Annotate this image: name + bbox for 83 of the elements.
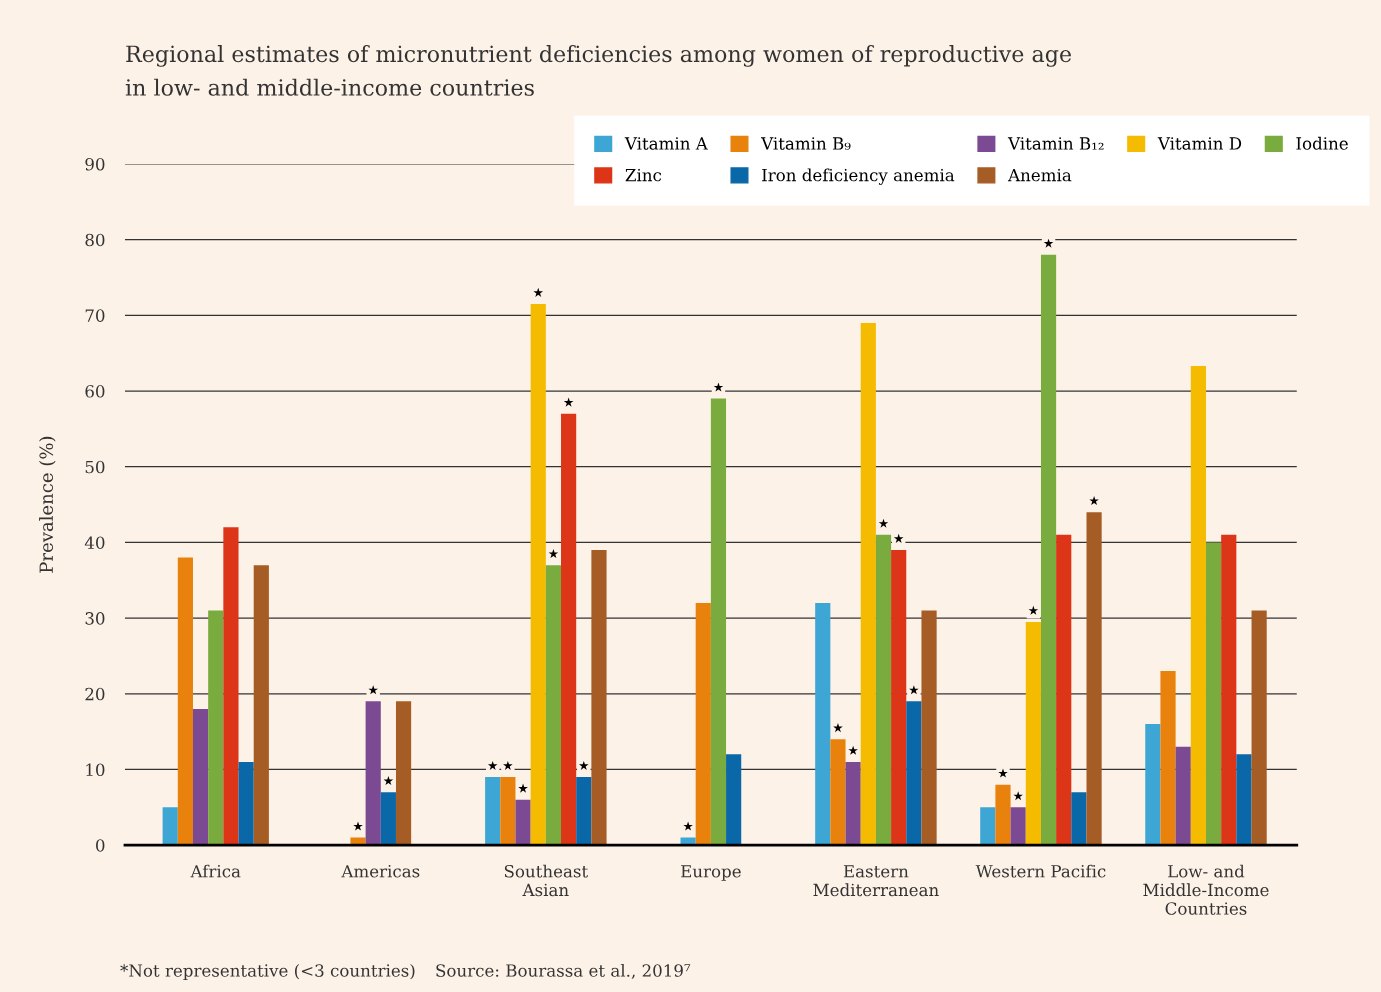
y-tick-label: 10 — [86, 763, 105, 777]
bar — [500, 777, 516, 846]
bar — [1086, 512, 1102, 846]
y-tick-label: 60 — [85, 385, 105, 398]
x-tick-label: Southeast Asian — [504, 864, 589, 897]
bar — [591, 549, 607, 846]
data-label: ★ — [909, 685, 919, 695]
y-tick-label: 20 — [85, 687, 105, 701]
bar — [815, 602, 831, 846]
bar — [845, 761, 861, 846]
y-tick-label: 80 — [85, 233, 105, 247]
data-label: ★ — [893, 533, 904, 543]
bar — [485, 777, 501, 846]
bar — [1056, 534, 1072, 846]
bar — [1205, 542, 1222, 846]
data-label: ★ — [503, 760, 513, 770]
bar — [710, 398, 727, 846]
data-label: ★ — [1028, 605, 1039, 615]
data-label: ★ — [563, 397, 574, 407]
data-label: ★ — [368, 685, 378, 695]
y-tick-label: 90 — [85, 157, 105, 171]
bar — [576, 777, 592, 846]
bar — [1160, 671, 1176, 846]
x-tick-label: Americas — [341, 865, 420, 878]
data-label: ★ — [683, 821, 693, 831]
bar — [1221, 534, 1237, 846]
bar — [906, 701, 922, 846]
bar — [875, 534, 892, 846]
legend-label: Anemia — [1007, 168, 1072, 182]
legend-label: Iodine — [1296, 136, 1348, 150]
x-tick-label: Western Pacific — [975, 864, 1106, 878]
data-label: ★ — [533, 287, 544, 297]
x-tick-label: Low- and Middle-Income Countries — [1143, 864, 1269, 915]
legend-label: Vitamin A — [624, 137, 708, 150]
legend-label: Vitamin D — [1157, 137, 1242, 150]
x-tick-label: Eastern Mediterranean — [813, 865, 939, 897]
bar — [1145, 724, 1161, 846]
data-label: ★ — [383, 776, 394, 786]
legend-label: Zinc — [625, 168, 662, 182]
x-tick-label: Europe — [681, 865, 741, 881]
legend-label: Vitamin B₁₂ — [1007, 137, 1104, 150]
y-tick-label: 40 — [84, 536, 105, 549]
bar — [1010, 807, 1026, 846]
bar — [1190, 366, 1206, 846]
bar — [545, 565, 562, 846]
bar — [515, 799, 531, 846]
y-tick-label: 0 — [96, 839, 105, 852]
bar — [1175, 746, 1191, 846]
data-label: ★ — [1089, 495, 1099, 506]
bar — [1236, 754, 1252, 846]
bar — [921, 610, 937, 846]
bar — [860, 322, 876, 846]
bar — [1251, 610, 1267, 846]
data-label: ★ — [579, 760, 589, 770]
bar — [1040, 254, 1057, 846]
data-label: ★ — [487, 760, 498, 770]
y-tick-label: 70 — [85, 309, 105, 322]
bar — [1071, 792, 1087, 846]
data-label: ★ — [353, 821, 363, 831]
data-label: ★ — [548, 548, 559, 559]
data-label: ★ — [998, 768, 1008, 778]
x-tick-label: Africa — [190, 864, 241, 878]
chart-title: Regional estimates of micronutrient deficiencies among women of reproductive age in low- and middle-income countries — [125, 45, 1071, 96]
data-label: ★ — [833, 723, 843, 733]
data-label: ★ — [1013, 791, 1023, 801]
legend-label: Iron deficiency anemia — [762, 168, 955, 185]
y-axis-title: Prevalence (%) — [39, 436, 56, 573]
data-label: ★ — [878, 518, 889, 528]
source-note: Source: Bourassa et al., 2019⁷ — [436, 963, 691, 979]
data-label: ★ — [518, 783, 528, 793]
data-label: ★ — [848, 745, 858, 755]
data-label: ★ — [713, 382, 724, 392]
bar — [561, 413, 577, 846]
text: *Not representative (<3 countries) — [120, 963, 415, 981]
bar — [995, 784, 1011, 846]
bar — [830, 739, 846, 846]
bar — [980, 807, 996, 846]
legend-label: Vitamin B₉ — [760, 137, 851, 150]
bar — [530, 304, 546, 846]
bar — [891, 549, 907, 846]
y-tick-label: 30 — [85, 612, 105, 625]
data-label: ★ — [1043, 238, 1054, 248]
y-tick-label: 50 — [85, 460, 105, 474]
